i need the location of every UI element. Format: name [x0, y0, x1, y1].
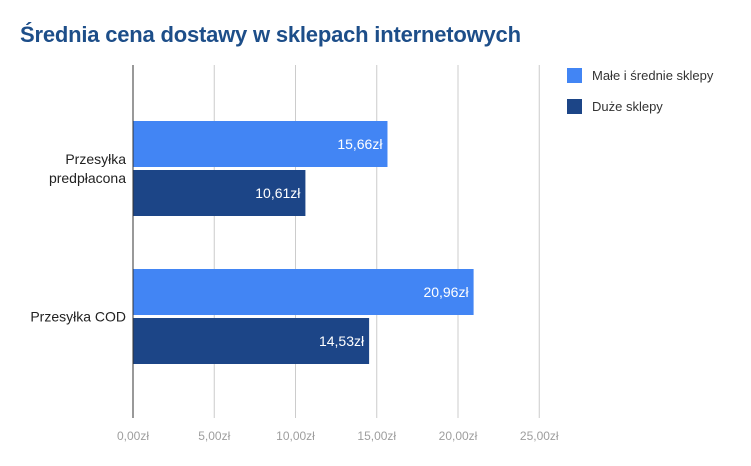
- category-label: Przesyłka COD: [30, 309, 126, 325]
- bar: [133, 269, 474, 315]
- legend-swatch: [567, 99, 582, 114]
- x-tick-label: 0,00zł: [117, 429, 149, 443]
- category-label: Przesyłka predpłacona: [49, 151, 126, 186]
- bar-value-label: 14,53zł: [319, 333, 365, 349]
- bar-value-label: 15,66zł: [337, 136, 383, 152]
- chart-title: Średnia cena dostawy w sklepach internet…: [20, 22, 521, 47]
- bar: [133, 121, 388, 167]
- x-tick-label: 25,00zł: [520, 429, 559, 443]
- x-tick-label: 15,00zł: [357, 429, 396, 443]
- x-tick-label: 5,00zł: [198, 429, 230, 443]
- legend-label: Duże sklepy: [592, 99, 663, 114]
- legend-item: Duże sklepy: [567, 99, 663, 114]
- legend-label: Małe i średnie sklepy: [592, 68, 714, 83]
- bar-value-label: 10,61zł: [255, 185, 301, 201]
- bar: [133, 318, 370, 364]
- x-tick-label: 10,00zł: [276, 429, 315, 443]
- bar: [133, 170, 306, 216]
- bar-value-label: 20,96zł: [423, 284, 469, 300]
- legend-item: Małe i średnie sklepy: [567, 68, 713, 83]
- legend-swatch: [567, 68, 582, 83]
- x-tick-label: 20,00zł: [439, 429, 478, 443]
